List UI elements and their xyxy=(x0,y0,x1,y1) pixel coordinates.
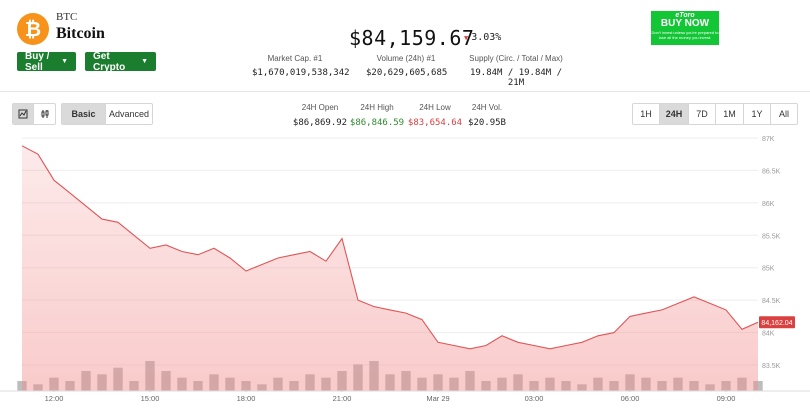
open-stat: 24H Open $86,869.92 xyxy=(290,103,350,128)
current-price: $84,159.67 xyxy=(349,26,475,50)
price-change-value: 3.03% xyxy=(471,32,502,43)
x-tick-label: 03:00 xyxy=(525,394,544,403)
range-1h-button[interactable]: 1H xyxy=(633,104,660,124)
x-tick-label: 15:00 xyxy=(141,394,160,403)
x-tick-label: 18:00 xyxy=(237,394,256,403)
market-cap-label: Market Cap. #1 xyxy=(267,54,323,63)
price-change: ▼ 3.03% xyxy=(464,32,501,43)
supply-value: 19.84M / 19.84M / 21M xyxy=(469,68,563,88)
low-label: 24H Low xyxy=(419,103,451,112)
ad-brand: eToro xyxy=(675,12,695,19)
supply-label: Supply (Circ. / Total / Max) xyxy=(469,54,563,63)
y-tick-label: 84.5K xyxy=(762,298,781,305)
last-price-label: 84,162.04 xyxy=(761,320,792,327)
range-all-button[interactable]: All xyxy=(778,109,789,119)
ad-fine-print: Don't invest unless you're prepared to l… xyxy=(651,30,719,40)
chart-type-toggle xyxy=(12,103,56,125)
supply-stat: Supply (Circ. / Total / Max) 19.84M / 19… xyxy=(466,54,566,88)
volume-label: Volume (24h) #1 xyxy=(376,54,436,63)
range-24h-button[interactable]: 24H xyxy=(660,104,689,124)
open-value: $86,869.92 xyxy=(292,118,348,128)
range-1m-button[interactable]: 1M xyxy=(716,104,744,124)
volume-value: $20,629,605,685 xyxy=(366,68,448,78)
volume-stat: Volume (24h) #1 $20,629,605,685 xyxy=(366,54,448,78)
y-tick-label: 86K xyxy=(762,201,775,208)
coin-symbol: BTC xyxy=(56,11,78,23)
vol-label: 24H Vol. xyxy=(471,103,503,112)
buy-sell-button[interactable]: Buy / Sell ▼ xyxy=(17,50,76,73)
candlestick-icon xyxy=(41,110,48,118)
y-tick-label: 87K xyxy=(762,136,775,143)
last-price-badge xyxy=(759,316,795,329)
high-value: $86,846.59 xyxy=(349,118,405,128)
x-tick-label: 21:00 xyxy=(333,394,352,403)
y-tick-label: 86.5K xyxy=(762,168,781,175)
caret-down-icon: ▼ xyxy=(141,58,148,65)
buy-sell-label: Buy / Sell xyxy=(25,50,50,73)
range-1y-button[interactable]: 1Y xyxy=(744,104,771,124)
high-label: 24H High xyxy=(360,103,394,112)
etoro-ad-banner[interactable]: eToro BUY NOW Don't invest unless you're… xyxy=(651,11,719,45)
low-value: $83,654.64 xyxy=(407,118,463,128)
ad-cta: BUY NOW xyxy=(660,18,710,29)
y-tick-label: 84K xyxy=(762,331,775,338)
high-stat: 24H High $86,846.59 xyxy=(347,103,407,128)
x-tick-label: 06:00 xyxy=(621,394,640,403)
get-crypto-button[interactable]: Get Crypto ▼ xyxy=(85,50,156,73)
price-chart[interactable]: 83.5K 84K 84.5K 85K 85.5K 86K 86.5K 87K 12:00 15:… xyxy=(0,133,810,413)
vol-stat: 24H Vol. $20.95B xyxy=(457,103,517,128)
open-label: 24H Open xyxy=(301,103,339,112)
market-cap-stat: Market Cap. #1 $1,670,019,538,342 xyxy=(252,54,350,78)
line-chart-icon xyxy=(18,109,28,119)
price-area-fill xyxy=(22,145,758,391)
caret-down-icon: ▼ xyxy=(61,58,68,65)
price-line xyxy=(21,145,759,350)
x-tick-label: 09:00 xyxy=(717,394,736,403)
x-tick-label: Mar 29 xyxy=(426,394,449,403)
y-tick-label: 85K xyxy=(762,266,775,273)
get-crypto-label: Get Crypto xyxy=(93,50,126,73)
coin-name: Bitcoin xyxy=(56,25,105,42)
view-mode-toggle: Basic Advanced xyxy=(61,103,153,125)
vol-value: $20.95B xyxy=(468,118,506,128)
candlestick-toggle[interactable] xyxy=(34,104,55,124)
range-7d-button[interactable]: 7D xyxy=(689,104,716,124)
x-tick-label: 12:00 xyxy=(45,394,64,403)
basic-view-button[interactable]: Basic xyxy=(62,104,107,124)
bitcoin-logo-icon: ₿ xyxy=(17,13,49,45)
header-divider xyxy=(0,91,810,92)
advanced-view-button[interactable]: Advanced xyxy=(109,109,150,119)
line-chart-toggle[interactable] xyxy=(13,104,34,124)
y-tick-label: 85.5K xyxy=(762,233,781,240)
market-cap-value: $1,670,019,538,342 xyxy=(252,68,350,78)
down-arrow-icon: ▼ xyxy=(464,34,469,42)
y-tick-label: 83.5K xyxy=(762,363,781,370)
time-range-selector: 1H 24H 7D 1M 1Y All xyxy=(632,103,798,125)
low-stat: 24H Low $83,654.64 xyxy=(405,103,465,128)
